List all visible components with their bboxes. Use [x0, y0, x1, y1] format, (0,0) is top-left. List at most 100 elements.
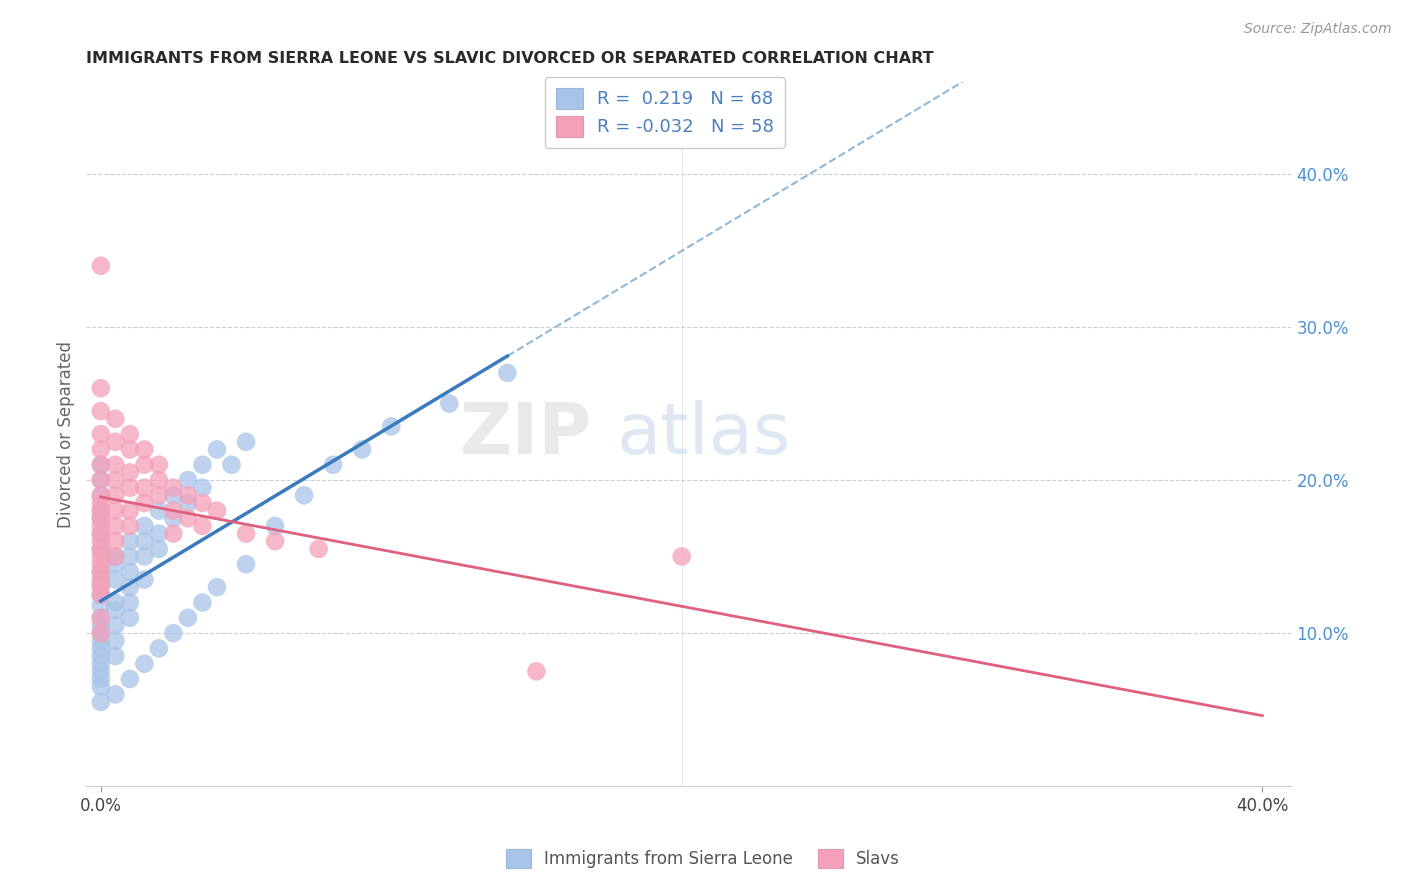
Point	[134, 657, 156, 671]
Point	[134, 519, 156, 533]
Point	[90, 588, 112, 602]
Y-axis label: Divorced or Separated: Divorced or Separated	[58, 341, 75, 528]
Point	[104, 488, 127, 502]
Point	[118, 672, 141, 686]
Point	[191, 595, 214, 609]
Point	[104, 595, 127, 609]
Point	[90, 526, 112, 541]
Point	[90, 381, 112, 395]
Point	[90, 496, 112, 510]
Point	[134, 496, 156, 510]
Point	[90, 680, 112, 694]
Point	[104, 549, 127, 564]
Point	[118, 549, 141, 564]
Point	[191, 481, 214, 495]
Point	[90, 695, 112, 709]
Point	[205, 580, 228, 594]
Point	[162, 488, 184, 502]
Point	[104, 434, 127, 449]
Point	[90, 511, 112, 525]
Point	[90, 549, 112, 564]
Point	[90, 473, 112, 487]
Point	[148, 488, 170, 502]
Point	[352, 442, 374, 457]
Point	[148, 541, 170, 556]
Point	[134, 458, 156, 472]
Point	[90, 588, 112, 602]
Point	[90, 458, 112, 472]
Point	[134, 549, 156, 564]
Point	[90, 488, 112, 502]
Point	[162, 511, 184, 525]
Point	[104, 549, 127, 564]
Point	[235, 526, 257, 541]
Point	[322, 458, 344, 472]
Point	[162, 503, 184, 517]
Point	[90, 611, 112, 625]
Point	[104, 618, 127, 632]
Point	[235, 434, 257, 449]
Point	[134, 442, 156, 457]
Point	[177, 611, 200, 625]
Point	[292, 488, 315, 502]
Point	[134, 481, 156, 495]
Legend: Immigrants from Sierra Leone, Slavs: Immigrants from Sierra Leone, Slavs	[499, 842, 907, 875]
Point	[439, 396, 461, 410]
Point	[526, 665, 548, 679]
Point	[90, 672, 112, 686]
Point	[90, 565, 112, 579]
Point	[90, 580, 112, 594]
Point	[104, 648, 127, 663]
Point	[118, 503, 141, 517]
Point	[191, 458, 214, 472]
Point	[90, 665, 112, 679]
Point	[118, 466, 141, 480]
Point	[90, 657, 112, 671]
Point	[90, 442, 112, 457]
Point	[380, 419, 402, 434]
Text: IMMIGRANTS FROM SIERRA LEONE VS SLAVIC DIVORCED OR SEPARATED CORRELATION CHART: IMMIGRANTS FROM SIERRA LEONE VS SLAVIC D…	[86, 51, 934, 66]
Point	[162, 626, 184, 640]
Point	[90, 641, 112, 656]
Point	[118, 611, 141, 625]
Point	[134, 534, 156, 549]
Point	[104, 603, 127, 617]
Point	[148, 458, 170, 472]
Point	[90, 577, 112, 591]
Point	[90, 626, 112, 640]
Point	[264, 534, 287, 549]
Point	[118, 442, 141, 457]
Point	[104, 573, 127, 587]
Text: atlas: atlas	[617, 400, 792, 468]
Point	[90, 427, 112, 442]
Point	[104, 519, 127, 533]
Point	[118, 595, 141, 609]
Point	[90, 599, 112, 613]
Point	[90, 511, 112, 525]
Point	[191, 496, 214, 510]
Point	[235, 558, 257, 572]
Text: ZIP: ZIP	[460, 400, 592, 468]
Point	[104, 458, 127, 472]
Point	[162, 481, 184, 495]
Point	[104, 633, 127, 648]
Point	[134, 573, 156, 587]
Point	[90, 519, 112, 533]
Point	[90, 473, 112, 487]
Point	[104, 473, 127, 487]
Point	[118, 580, 141, 594]
Point	[90, 526, 112, 541]
Point	[308, 541, 330, 556]
Point	[90, 458, 112, 472]
Point	[90, 503, 112, 517]
Point	[162, 526, 184, 541]
Point	[90, 565, 112, 579]
Point	[148, 641, 170, 656]
Point	[90, 259, 112, 273]
Point	[90, 573, 112, 587]
Point	[104, 503, 127, 517]
Point	[104, 558, 127, 572]
Point	[104, 534, 127, 549]
Text: Source: ZipAtlas.com: Source: ZipAtlas.com	[1244, 22, 1392, 37]
Point	[177, 473, 200, 487]
